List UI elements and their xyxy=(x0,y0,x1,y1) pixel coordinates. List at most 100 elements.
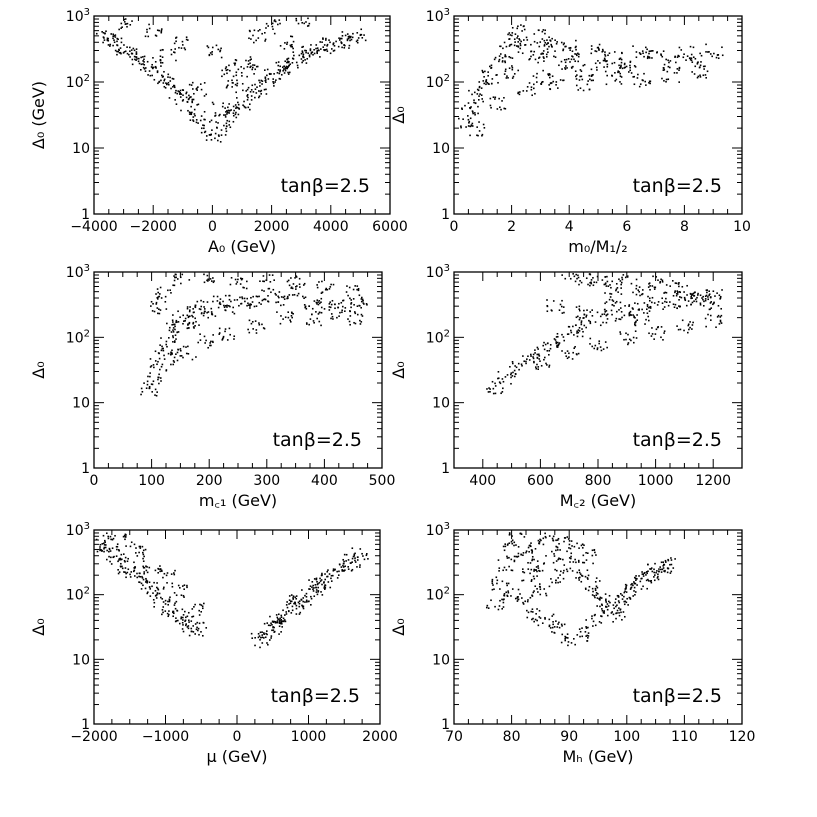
data-point xyxy=(246,66,249,68)
data-point xyxy=(234,83,237,86)
data-point xyxy=(596,586,599,589)
data-point xyxy=(567,325,570,328)
data-point xyxy=(675,61,677,64)
data-point xyxy=(250,296,252,299)
data-point xyxy=(267,287,270,290)
data-point xyxy=(211,46,214,49)
data-point xyxy=(594,551,596,554)
data-point xyxy=(116,44,118,46)
data-point xyxy=(124,571,126,574)
data-point xyxy=(588,585,591,588)
data-point xyxy=(582,64,585,67)
data-point xyxy=(304,49,306,52)
data-point xyxy=(149,372,151,374)
data-point xyxy=(699,52,701,55)
data-point xyxy=(276,311,278,313)
data-point xyxy=(308,600,310,603)
data-point xyxy=(585,588,587,590)
data-point xyxy=(158,357,161,360)
data-point xyxy=(567,641,570,643)
data-point xyxy=(104,541,106,544)
data-point xyxy=(224,328,227,330)
data-point xyxy=(608,600,610,603)
data-point xyxy=(529,562,532,564)
data-point xyxy=(718,323,721,325)
data-point xyxy=(605,310,608,312)
data-point xyxy=(203,310,206,313)
data-point xyxy=(150,305,152,307)
data-point xyxy=(556,332,559,335)
data-point xyxy=(265,279,268,282)
data-point xyxy=(280,614,283,617)
data-point xyxy=(582,330,584,333)
data-point xyxy=(183,47,186,49)
data-point xyxy=(140,393,142,396)
data-point xyxy=(167,289,169,292)
data-point xyxy=(213,280,215,282)
data-point xyxy=(543,358,545,361)
data-point xyxy=(194,305,197,308)
data-point xyxy=(629,598,632,600)
data-point xyxy=(293,293,296,296)
data-point xyxy=(584,575,587,578)
data-point xyxy=(498,605,501,607)
data-point xyxy=(514,41,516,43)
data-point xyxy=(348,47,350,49)
data-point xyxy=(202,634,204,637)
data-point xyxy=(491,582,494,585)
data-point xyxy=(606,608,609,611)
data-point xyxy=(186,626,189,628)
data-point xyxy=(185,352,188,355)
annotation-tanbeta: tanβ=2.5 xyxy=(633,429,722,451)
data-point xyxy=(272,288,275,291)
data-point xyxy=(103,39,106,41)
data-point xyxy=(674,303,677,306)
data-point xyxy=(187,327,190,329)
data-point xyxy=(154,34,157,37)
data-point xyxy=(250,322,253,325)
data-point xyxy=(576,277,578,280)
data-point xyxy=(325,37,327,40)
data-point xyxy=(349,310,351,312)
data-point xyxy=(588,74,591,77)
data-point xyxy=(148,27,151,30)
data-point xyxy=(241,296,243,298)
data-point xyxy=(280,296,283,298)
data-point xyxy=(702,74,705,77)
data-point xyxy=(579,630,582,633)
data-point xyxy=(232,306,235,309)
data-point xyxy=(684,299,687,302)
data-point xyxy=(204,118,206,121)
data-point xyxy=(303,56,305,59)
data-point xyxy=(158,376,160,379)
data-point xyxy=(191,100,193,103)
data-point xyxy=(159,570,161,573)
data-point xyxy=(237,68,240,71)
data-point xyxy=(532,353,535,356)
data-point xyxy=(625,601,628,604)
data-point xyxy=(517,46,520,48)
y-tick-label: 10 xyxy=(432,141,450,157)
data-point xyxy=(498,55,501,57)
data-point xyxy=(195,356,197,358)
data-point xyxy=(619,81,621,83)
data-point xyxy=(661,281,664,283)
data-point xyxy=(247,106,250,109)
data-point xyxy=(210,311,213,313)
data-point xyxy=(507,590,509,592)
data-point xyxy=(489,388,491,390)
data-point xyxy=(616,604,618,607)
data-point xyxy=(632,291,634,294)
data-point xyxy=(678,46,681,49)
data-point xyxy=(278,296,280,299)
data-point xyxy=(224,330,226,333)
data-point xyxy=(165,343,168,346)
data-point xyxy=(662,308,664,310)
data-point xyxy=(507,591,510,594)
data-point xyxy=(343,560,345,563)
data-point xyxy=(599,596,602,599)
data-point xyxy=(261,32,263,35)
data-point xyxy=(693,73,696,75)
data-point xyxy=(649,568,651,570)
data-point xyxy=(311,313,313,316)
